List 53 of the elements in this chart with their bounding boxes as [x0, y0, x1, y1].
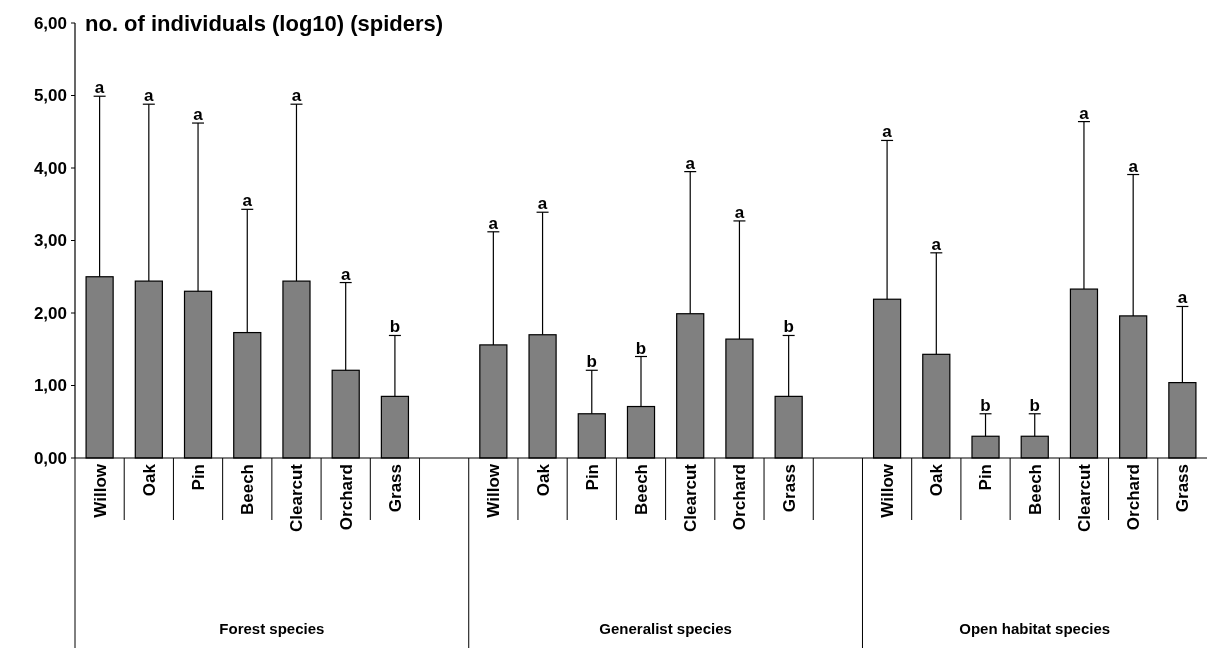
annotation: a [882, 122, 893, 142]
x-tick-label: Willow [90, 463, 110, 518]
annotation: b [635, 338, 647, 358]
x-tick-label: Willow [484, 463, 504, 518]
x-tick-label: Willow [878, 463, 898, 518]
annotation: a [734, 202, 745, 222]
x-tick-label: Pin [188, 464, 208, 491]
x-tick-label: Beech [1025, 464, 1045, 516]
annotation: a [537, 194, 548, 214]
x-tick-label: Clearcut [1074, 463, 1094, 533]
annotation: a [1177, 288, 1188, 308]
annotation: a [1079, 103, 1090, 123]
y-tick-label: 5,00 [33, 86, 67, 106]
annotation: a [1128, 156, 1139, 176]
text: Forest species [219, 620, 325, 637]
annotation: b [586, 352, 597, 372]
y-tick-label: 3,00 [33, 231, 67, 251]
annotation: a [193, 105, 204, 125]
x-tick-label: Oak [927, 463, 947, 497]
y-tick-label: 0,00 [33, 448, 67, 468]
y-tick-label: 4,00 [33, 158, 67, 178]
x-tick-label: Pin [582, 464, 602, 491]
annotation: b [980, 395, 991, 415]
y-tick-label: 6,00 [33, 13, 67, 33]
x-tick-label: Orchard [1124, 464, 1144, 531]
annotation: a [144, 86, 155, 106]
x-tick-label: Clearcut [287, 463, 307, 533]
annotation: b [389, 317, 401, 337]
chart-title: no. of individuals (log10) (spiders) [85, 11, 444, 36]
annotation: a [242, 191, 253, 211]
annotation: b [1029, 395, 1040, 415]
annotation: a [488, 213, 499, 233]
annotation: a [931, 234, 942, 254]
text: Open habitat species [959, 620, 1111, 637]
annotation: a [685, 153, 696, 173]
annotation: a [94, 78, 105, 98]
x-tick-label: Orchard [336, 464, 356, 531]
x-tick-label: Beech [631, 464, 651, 516]
text: Generalist species [599, 620, 732, 637]
x-tick-label: Orchard [730, 464, 750, 531]
x-tick-label: Oak [139, 463, 159, 497]
annotation: a [291, 86, 302, 106]
x-tick-label: Grass [1173, 464, 1193, 513]
y-tick-label: 1,00 [33, 376, 67, 396]
x-tick-label: Pin [976, 464, 996, 491]
x-tick-label: Clearcut [681, 463, 701, 533]
x-tick-label: Beech [238, 464, 258, 516]
annotation: a [340, 264, 351, 284]
x-tick-label: Grass [779, 464, 799, 513]
y-tick-label: 2,00 [33, 303, 67, 323]
x-tick-label: Oak [533, 463, 553, 497]
x-tick-label: Grass [385, 464, 405, 513]
annotation: b [783, 317, 794, 337]
